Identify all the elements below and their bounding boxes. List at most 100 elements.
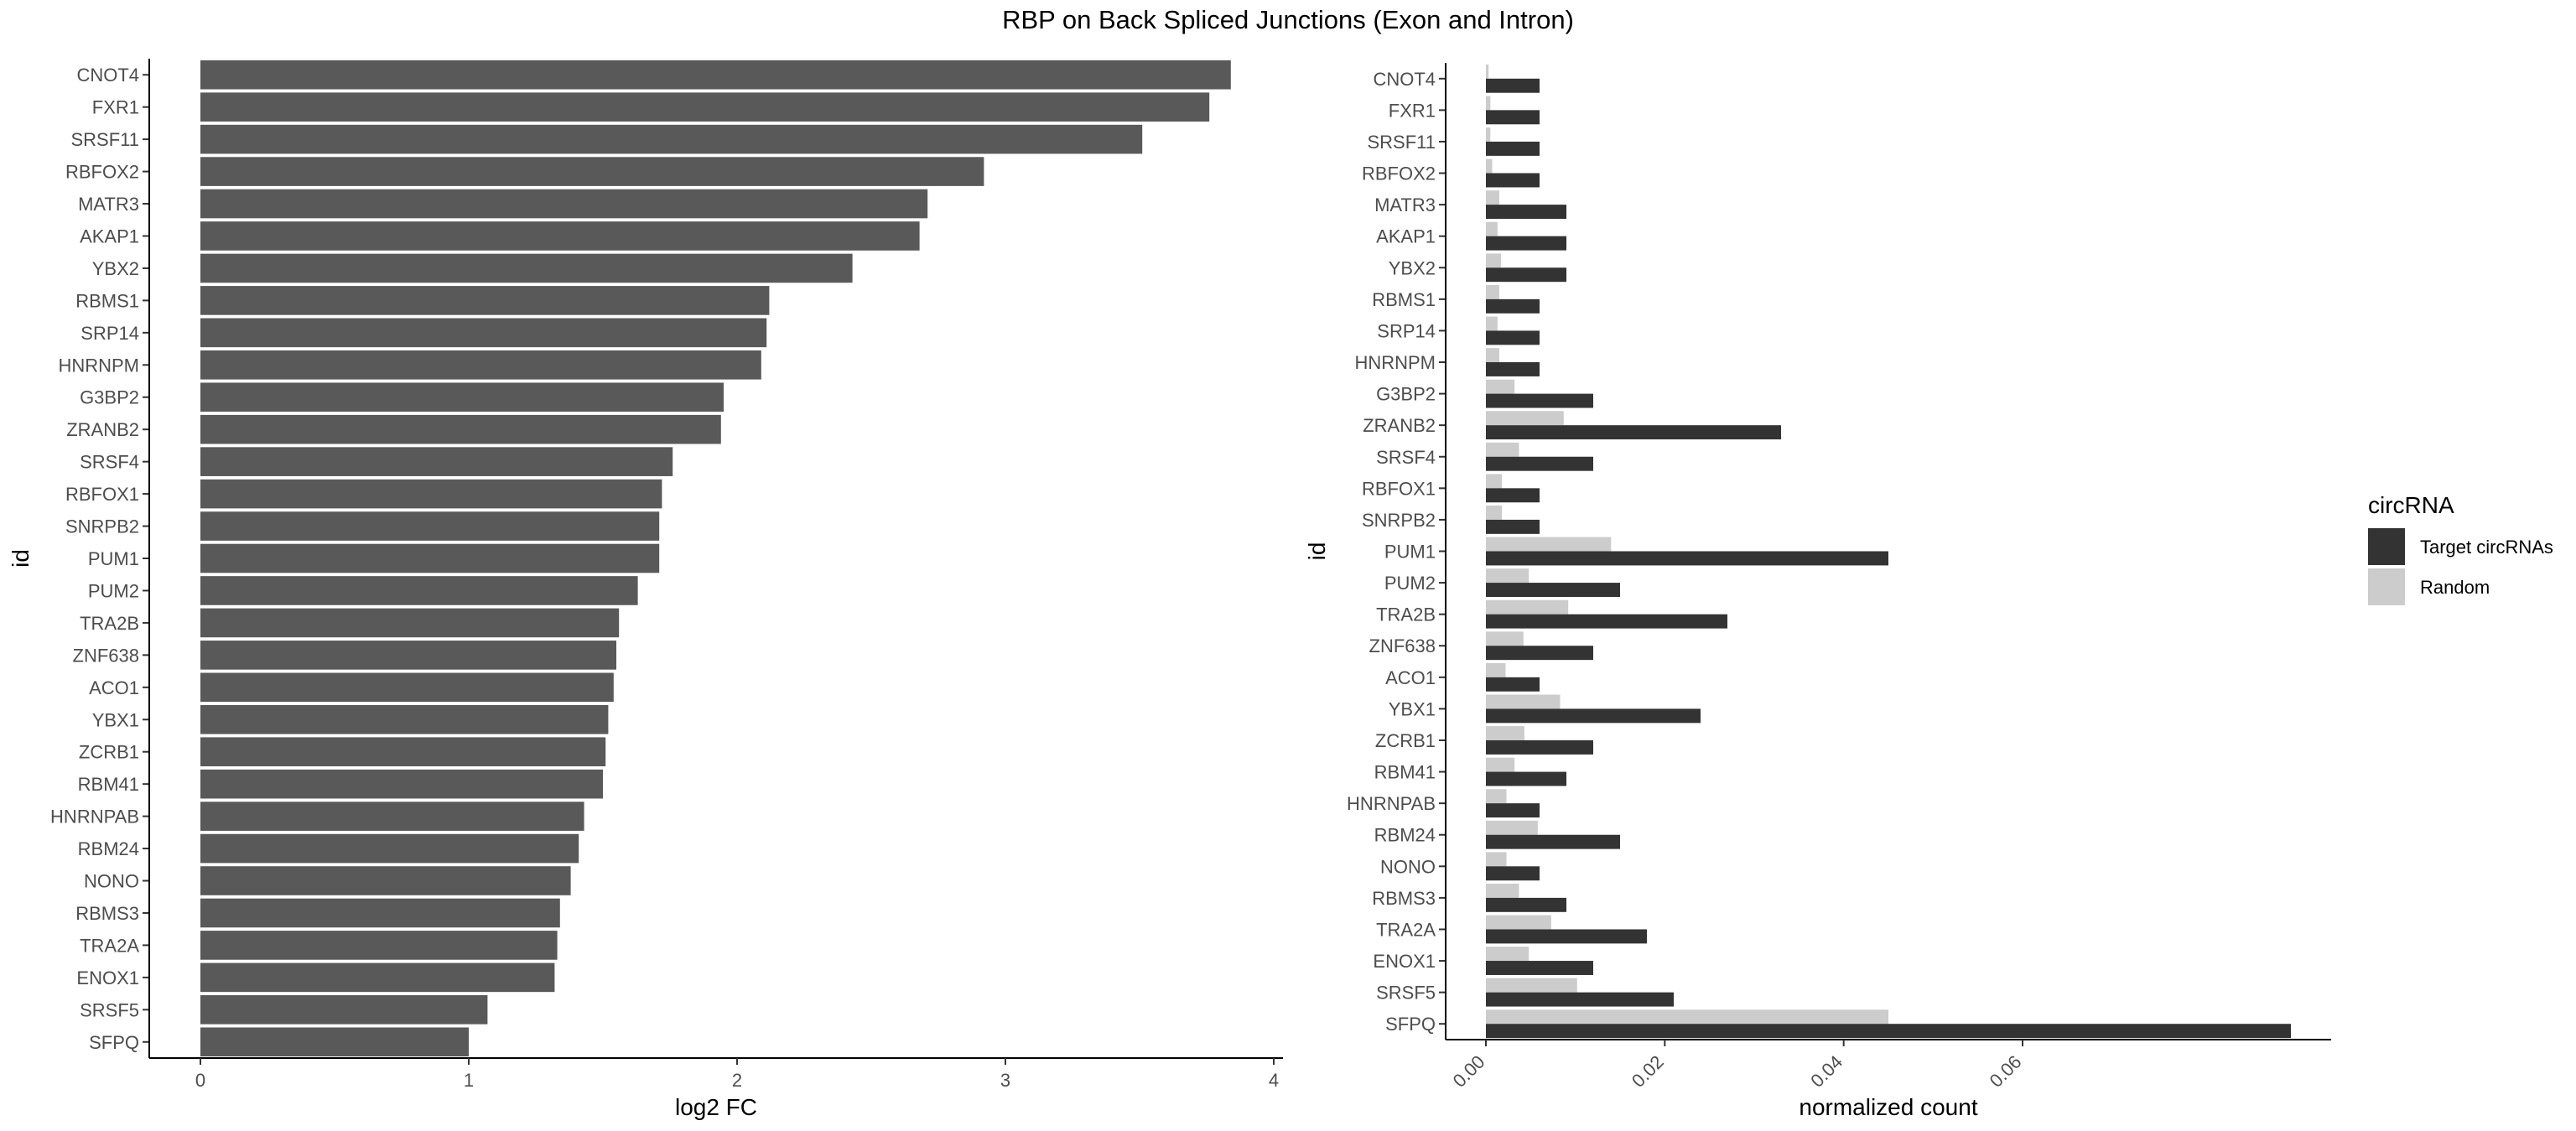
y-tick-label: ENOX1 xyxy=(1373,951,1436,972)
bar-random-tra2a xyxy=(1486,915,1551,930)
bar-sfpq xyxy=(200,1027,469,1057)
bar-target-zranb2 xyxy=(1486,425,1781,440)
bar-target-tra2b xyxy=(1486,614,1727,629)
bar-target-ybx2 xyxy=(1486,267,1566,283)
y-tick-label: YBX2 xyxy=(1389,257,1436,278)
bar-target-enox1 xyxy=(1486,961,1593,975)
y-tick-label: ZCRB1 xyxy=(79,742,139,763)
bar-random-tra2b xyxy=(1486,599,1569,615)
right-panel-normalized-count: CNOT4 FXR1 SRSF11 RBFOX2 MATR3 AKAP1 YBX2 RBMS1… xyxy=(1304,63,2331,1120)
bar-random-znf638 xyxy=(1486,631,1524,646)
bar-srsf4 xyxy=(200,447,673,476)
x-axis-title: log2 FC xyxy=(675,1094,757,1120)
y-tick-label: MATR3 xyxy=(78,194,139,215)
y-tick-label: ZNF638 xyxy=(1369,636,1436,656)
bar-target-aco1 xyxy=(1486,677,1540,692)
bar-rbfox2 xyxy=(200,157,984,186)
y-tick-label: NONO xyxy=(1380,856,1436,877)
bar-target-rbms1 xyxy=(1486,298,1540,314)
x-axis-title: normalized count xyxy=(1799,1094,1977,1120)
y-axis-title: id xyxy=(8,549,34,568)
y-tick-label: FXR1 xyxy=(92,97,139,118)
y-tick-label: RBFOX1 xyxy=(65,484,139,505)
x-tick-label: 0 xyxy=(195,1070,205,1091)
bar-target-rbfox1 xyxy=(1486,488,1540,503)
bar-random-srsf5 xyxy=(1486,978,1577,993)
bar-target-srsf11 xyxy=(1486,141,1540,156)
bar-ybx2 xyxy=(200,253,853,283)
y-tick-label: NONO xyxy=(84,871,139,892)
y-tick-label: RBM24 xyxy=(78,838,139,859)
bar-tra2b xyxy=(200,608,620,638)
y-tick-label: RBM41 xyxy=(78,774,139,795)
bar-hnrnpab xyxy=(200,802,584,831)
bar-pum2 xyxy=(200,576,638,605)
y-tick-label: SRSF4 xyxy=(1376,447,1436,468)
bar-random-enox1 xyxy=(1486,947,1530,962)
y-tick-label: SFPQ xyxy=(1385,1014,1436,1035)
bar-target-akap1 xyxy=(1486,236,1566,251)
y-axis-title: id xyxy=(1304,542,1330,561)
bar-target-cnot4 xyxy=(1486,78,1540,93)
y-tick-label: RBFOX2 xyxy=(65,162,139,183)
bar-cnot4 xyxy=(200,60,1231,90)
y-tick-label: RBM24 xyxy=(1374,825,1436,846)
y-tick-label: PUM1 xyxy=(1384,542,1436,563)
y-tick-label: CNOT4 xyxy=(1373,69,1436,90)
x-tick-label: 2 xyxy=(732,1070,742,1091)
bar-random-rbm24 xyxy=(1486,820,1538,835)
bar-nono xyxy=(200,866,571,895)
bar-rbms3 xyxy=(200,898,560,928)
left-panel-log2fc: CNOT4 FXR1 SRSF11 RBFOX2 MATR3 AKAP1 YBX2 RBMS1… xyxy=(8,59,1283,1120)
bar-target-rbm24 xyxy=(1486,834,1620,849)
y-tick-label: ACO1 xyxy=(89,677,139,698)
bar-target-g3bp2 xyxy=(1486,393,1593,408)
bar-target-hnrnpab xyxy=(1486,803,1540,818)
bar-random-nono xyxy=(1486,852,1507,867)
y-tick-label: YBX1 xyxy=(1389,698,1436,719)
x-tick-label: 1 xyxy=(464,1070,474,1091)
y-tick-label: ZNF638 xyxy=(73,645,139,666)
y-tick-label: PUM1 xyxy=(88,548,139,569)
y-tick-label: ENOX1 xyxy=(76,968,139,988)
bar-target-srp14 xyxy=(1486,330,1540,345)
y-tick-label: TRA2B xyxy=(1376,604,1436,625)
bar-target-pum2 xyxy=(1486,583,1620,597)
bar-snrpb2 xyxy=(200,511,660,541)
y-tick-label: RBFOX1 xyxy=(1362,478,1436,499)
y-tick-label: HNRNPAB xyxy=(1347,793,1436,814)
x-tick-label: 4 xyxy=(1269,1070,1279,1091)
bar-target-rbms3 xyxy=(1486,897,1566,912)
bar-znf638 xyxy=(200,641,616,670)
y-tick-label: ZRANB2 xyxy=(1363,415,1436,436)
bar-target-pum1 xyxy=(1486,551,1888,566)
bar-pum1 xyxy=(200,543,660,573)
y-tick-label: HNRNPAB xyxy=(50,807,139,827)
bar-srsf11 xyxy=(200,124,1143,154)
y-tick-label: FXR1 xyxy=(1389,100,1436,121)
bar-random-cnot4 xyxy=(1486,64,1489,79)
bar-g3bp2 xyxy=(200,382,724,412)
bar-random-pum1 xyxy=(1486,537,1612,552)
bar-random-aco1 xyxy=(1486,662,1506,677)
legend-label-random: Random xyxy=(2420,577,2490,598)
y-tick-label: MATR3 xyxy=(1374,195,1436,215)
bar-target-tra2a xyxy=(1486,929,1647,944)
bar-matr3 xyxy=(200,189,928,219)
x-tick-label: 3 xyxy=(1000,1070,1010,1091)
y-tick-label: SRSF11 xyxy=(1367,132,1436,153)
y-tick-label: YBX1 xyxy=(92,709,139,730)
y-tick-label: AKAP1 xyxy=(1376,226,1436,247)
bar-random-rbms3 xyxy=(1486,883,1519,898)
y-tick-label: RBFOX2 xyxy=(1362,163,1436,184)
legend: circRNA Target circRNAs Random xyxy=(2368,492,2553,605)
bar-random-zranb2 xyxy=(1486,411,1564,426)
y-tick-label: TRA2A xyxy=(80,935,139,956)
bar-random-zcrb1 xyxy=(1486,726,1524,740)
bar-target-zcrb1 xyxy=(1486,739,1593,755)
y-tick-label: RBMS3 xyxy=(1372,888,1436,909)
bar-random-sfpq xyxy=(1486,1009,1888,1025)
bar-rbms1 xyxy=(200,286,770,315)
